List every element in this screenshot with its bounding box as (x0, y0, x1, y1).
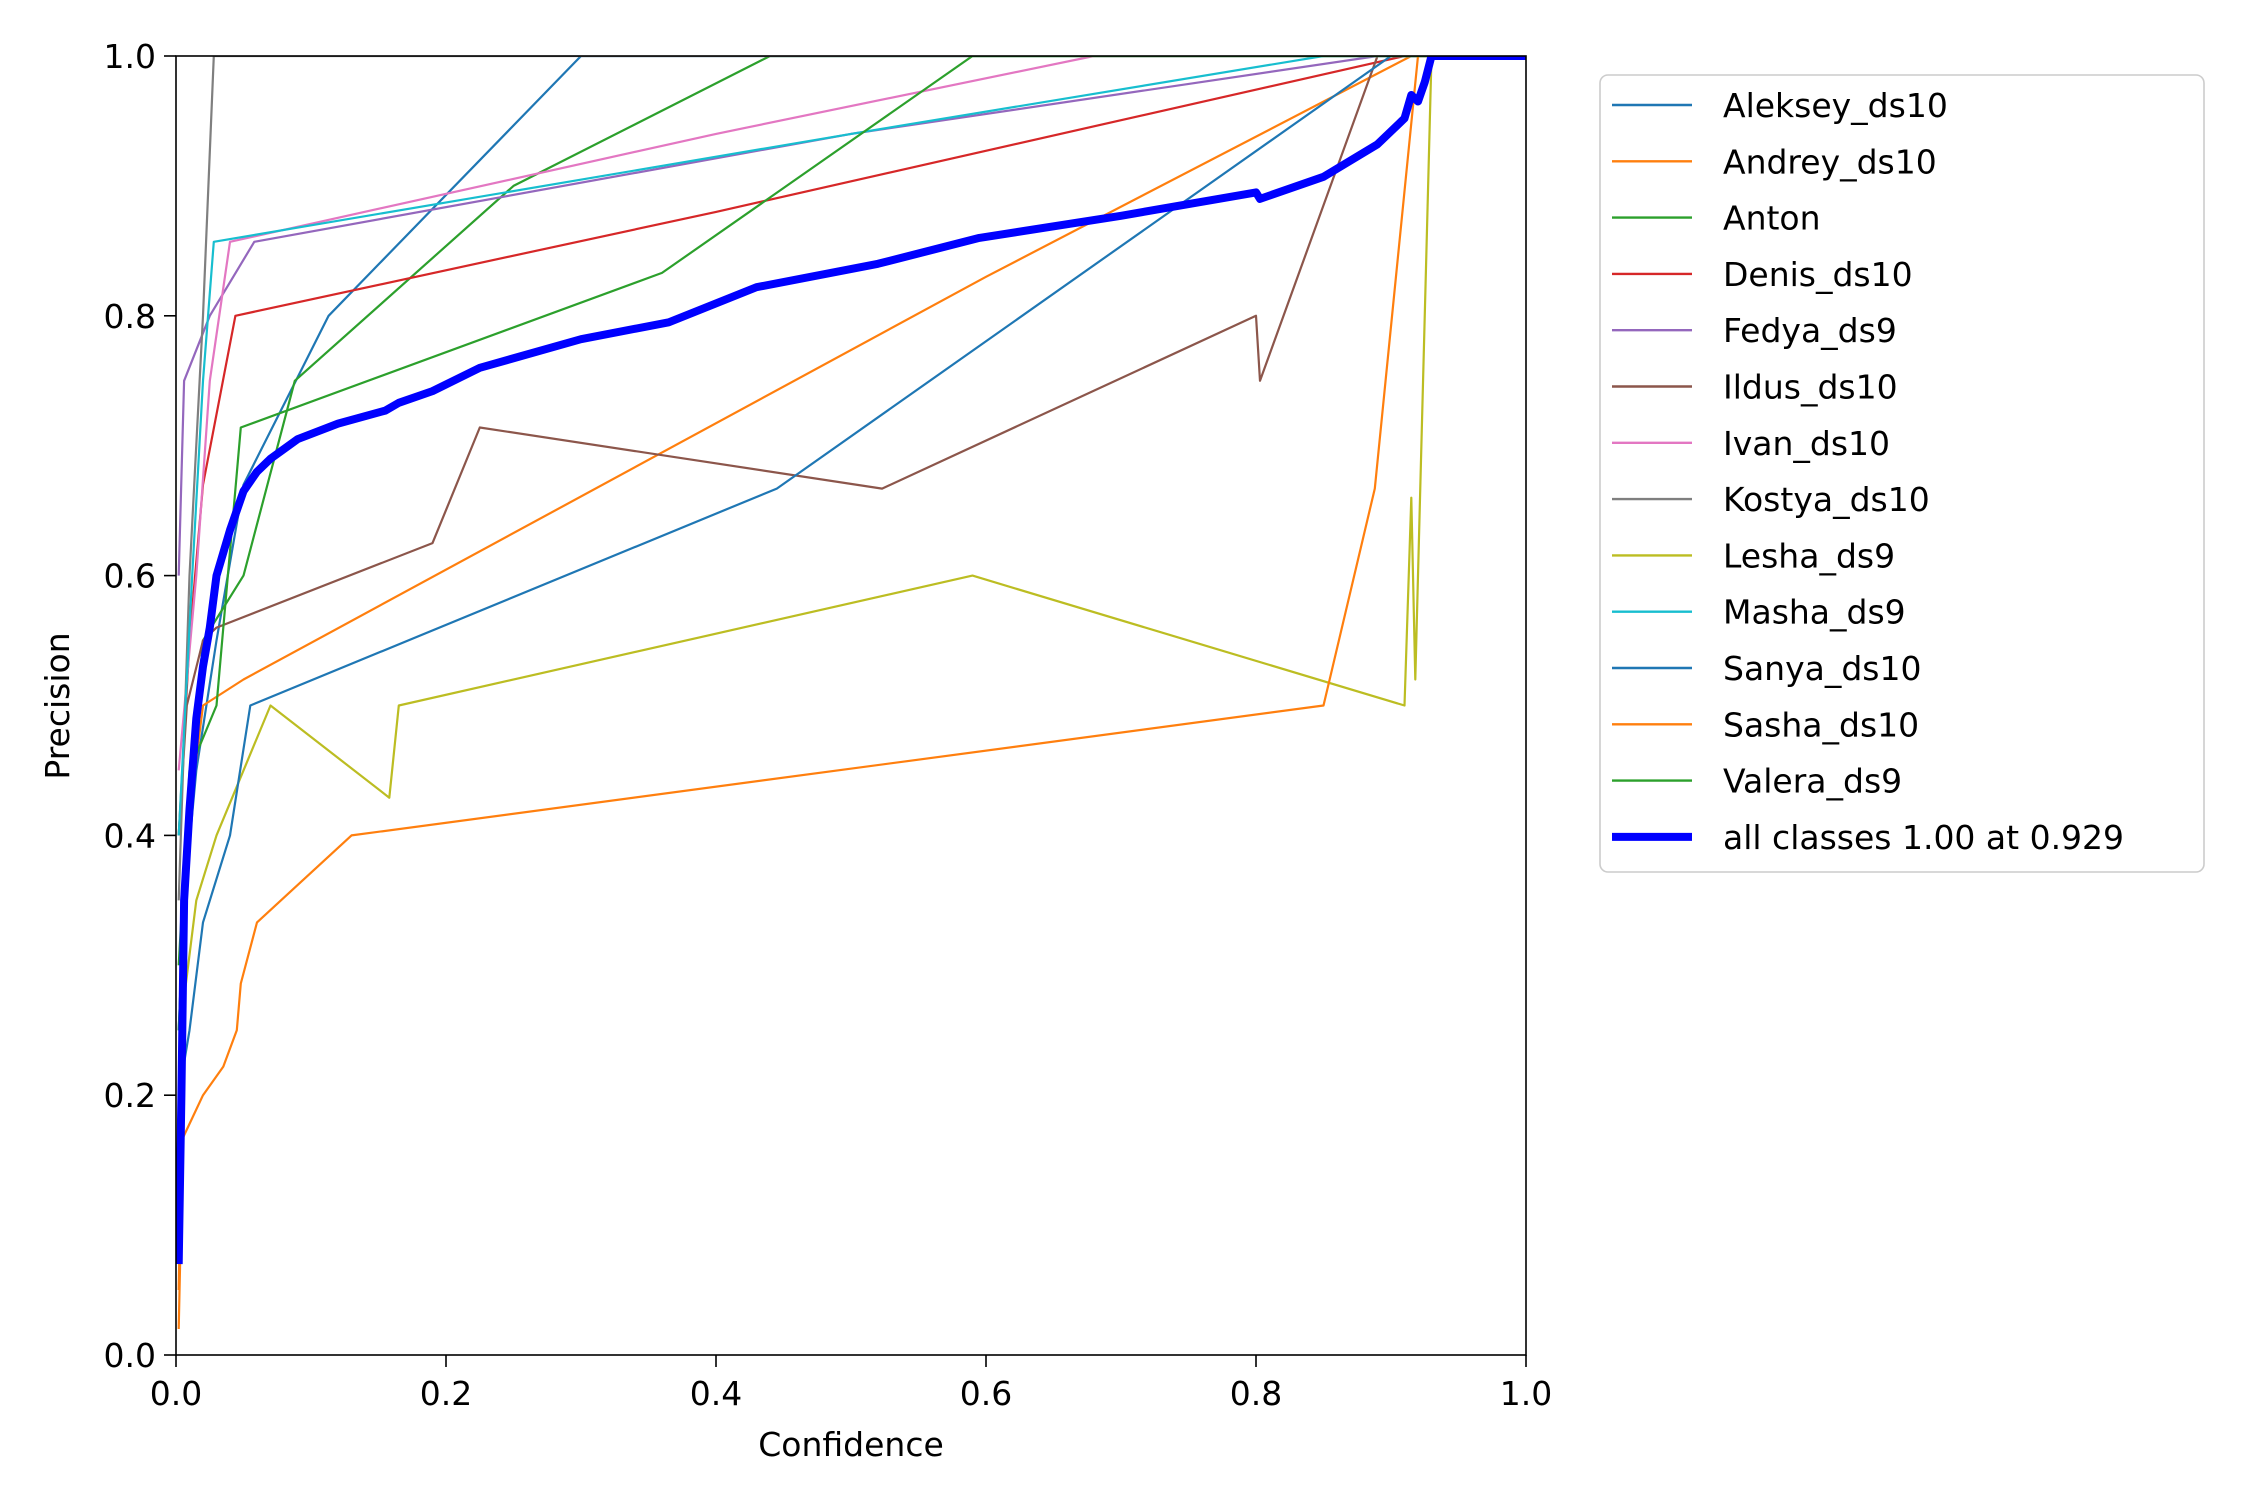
legend-label: Lesha_ds9 (1723, 536, 1895, 575)
series-line-10 (177, 56, 1526, 1096)
x-axis-ticks: 0.0 0.2 0.4 0.6 0.8 1.0 (150, 1355, 1552, 1413)
plot-frame (175, 55, 1527, 1356)
y-tick-label: 0.4 (104, 816, 156, 855)
series-line-6 (177, 56, 1526, 771)
x-tick-label: 0.4 (690, 1374, 742, 1413)
legend-label: Sanya_ds10 (1723, 649, 1921, 688)
series-layer (176, 56, 1526, 1330)
y-tick-label: 0.2 (104, 1076, 156, 1115)
y-tick-label: 0.0 (104, 1336, 156, 1375)
legend-label: Kostya_ds10 (1723, 480, 1930, 519)
legend-label: all classes 1.00 at 0.929 (1723, 818, 2124, 857)
x-tick-label: 0.6 (960, 1374, 1012, 1413)
legend-label: Fedya_ds9 (1723, 311, 1897, 350)
legend: Aleksey_ds10 Andrey_ds10 Anton Denis_ds10 Fe… (1599, 74, 2205, 873)
x-tick-label: 0.8 (1230, 1374, 1282, 1413)
legend-label: Andrey_ds10 (1723, 142, 1937, 181)
legend-label: Valera_ds9 (1723, 762, 1902, 801)
legend-label: Masha_ds9 (1723, 593, 1906, 632)
y-tick-label: 1.0 (104, 37, 156, 76)
x-axis-label: Confidence (758, 1425, 944, 1464)
legend-label: Ivan_ds10 (1723, 424, 1890, 463)
x-tick-label: 0.0 (150, 1374, 202, 1413)
series-line-8 (179, 56, 1526, 1031)
series-line-9 (177, 56, 1526, 836)
series-line-13 (176, 56, 1526, 1265)
legend-items: Aleksey_ds10 Andrey_ds10 Anton Denis_ds10 Fe… (1612, 86, 2124, 857)
legend-label: Anton (1723, 199, 1821, 238)
legend-frame (1599, 74, 2205, 873)
y-tick-label: 0.6 (104, 557, 156, 596)
series-line-4 (177, 56, 1526, 576)
legend-label: Denis_ds10 (1723, 255, 1913, 294)
x-tick-label: 0.2 (420, 1374, 472, 1413)
legend-label: Sasha_ds10 (1723, 705, 1919, 744)
series-line-11 (177, 56, 1526, 1330)
series-line-5 (177, 56, 1526, 836)
legend-label: Ildus_ds10 (1723, 368, 1898, 407)
legend-label: Aleksey_ds10 (1723, 86, 1948, 125)
x-tick-label: 1.0 (1500, 1374, 1552, 1413)
y-axis-ticks: 0.0 0.2 0.4 0.6 0.8 1.0 (104, 37, 176, 1375)
y-tick-label: 0.8 (104, 297, 156, 336)
y-axis-label: Precision (38, 632, 77, 779)
